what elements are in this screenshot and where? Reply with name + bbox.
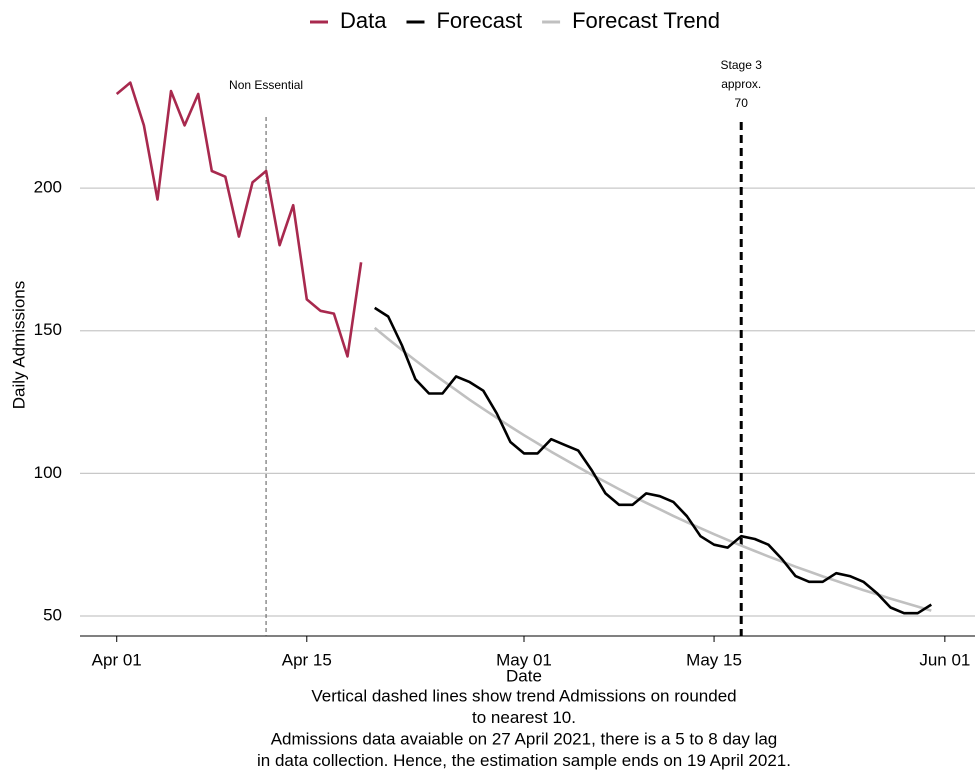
y-tick-label: 100 (34, 463, 62, 482)
caption-line: to nearest 10. (472, 708, 576, 727)
y-tick-label: 150 (34, 320, 62, 339)
caption-line: Admissions data avaiable on 27 April 202… (271, 729, 778, 748)
annotation-label: Stage 3 (721, 58, 763, 72)
series-line (374, 306, 932, 615)
x-tick-label: May 15 (686, 650, 742, 669)
legend-label: Forecast (436, 8, 522, 33)
legend-label: Forecast Trend (572, 8, 720, 33)
x-tick-label: May 01 (496, 650, 552, 669)
caption-line: in data collection. Hence, the estimatio… (257, 751, 791, 770)
annotation-label: approx. (721, 77, 761, 91)
x-axis-title: Date (506, 666, 542, 685)
legend-label: Data (340, 8, 387, 33)
x-tick-label: Apr 01 (92, 650, 142, 669)
caption-line: Vertical dashed lines show trend Admissi… (311, 686, 736, 705)
y-axis-title: Daily Admissions (9, 281, 28, 410)
x-tick-label: Jun 01 (919, 650, 970, 669)
annotation-label: Non Essential (229, 78, 303, 92)
series-line (115, 81, 363, 358)
annotation-label: 70 (735, 96, 749, 110)
series-line (373, 326, 932, 612)
x-tick-label: Apr 15 (282, 650, 332, 669)
y-tick-label: 200 (34, 178, 62, 197)
y-tick-label: 50 (43, 606, 62, 625)
